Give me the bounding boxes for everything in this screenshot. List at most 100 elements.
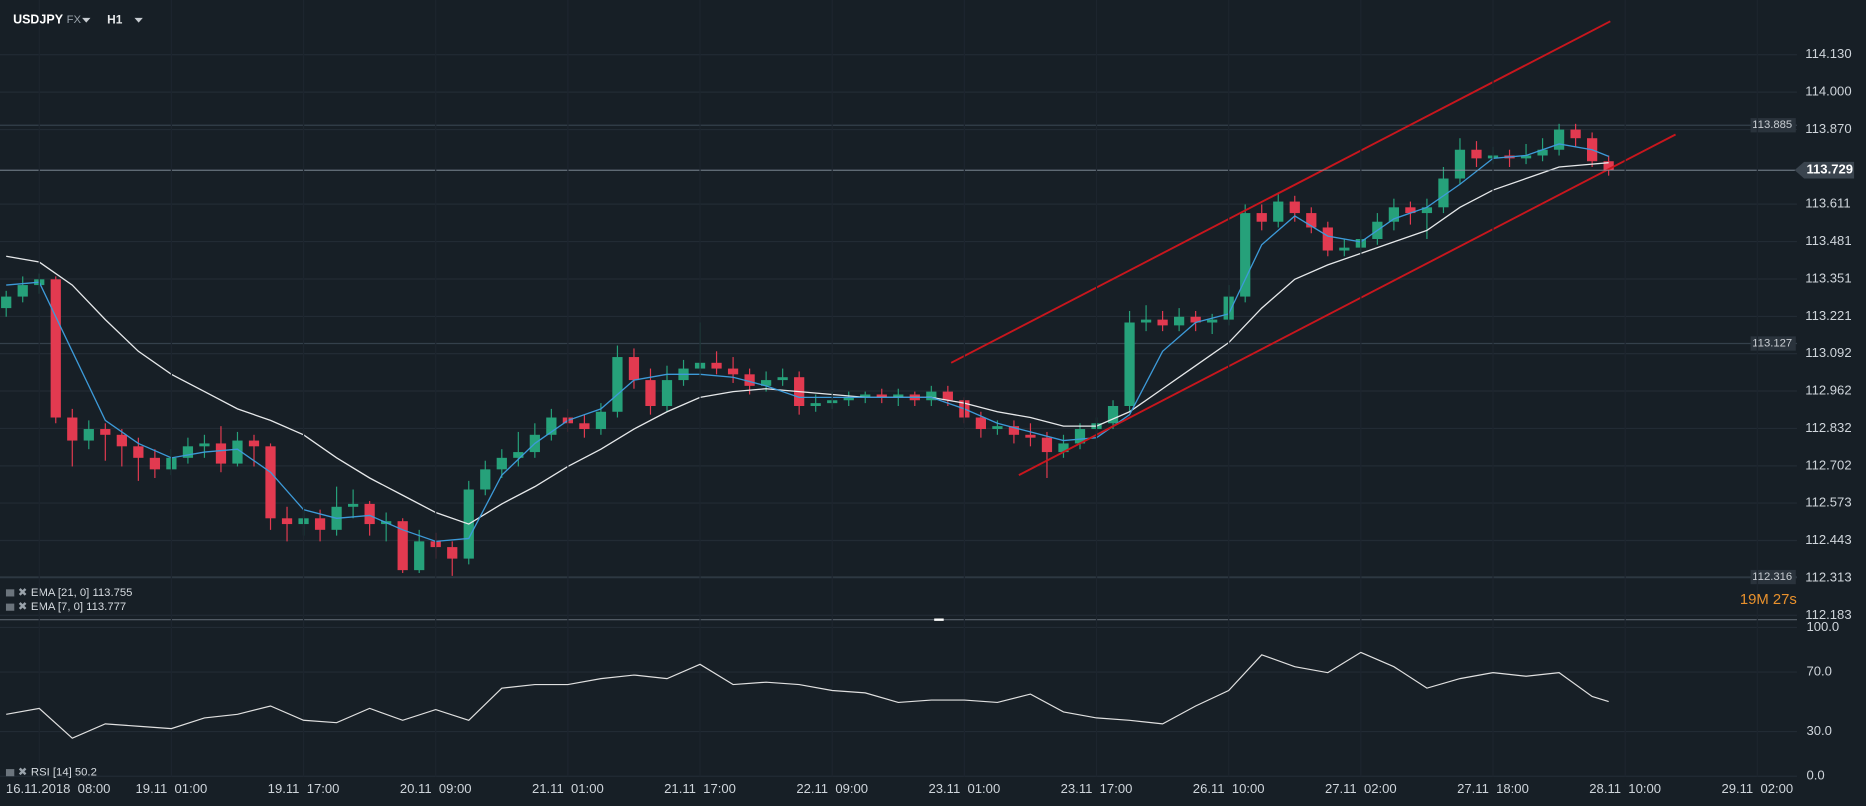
x-tick-label: 27.11 02:00: [1325, 781, 1397, 796]
ema-line: [6, 143, 1609, 543]
candle-body: [1603, 161, 1614, 171]
legend-icon[interactable]: [5, 589, 15, 597]
x-tick-label: 16.11.2018 08:00: [6, 781, 110, 796]
x-tick-label: 21.11 01:00: [532, 781, 604, 796]
y-tick-label: 114.130: [1805, 46, 1851, 61]
candle-body: [347, 503, 359, 507]
y-tick-label: 70.0: [1806, 664, 1831, 679]
candle-body: [100, 429, 111, 435]
x-tick-label: 29.11 02:00: [1721, 781, 1793, 796]
dropdown-caret[interactable]: [82, 17, 91, 23]
candle-body: [1273, 201, 1284, 222]
legend-entry: RSI [14] 50.2: [31, 767, 97, 779]
candle-body: [248, 440, 260, 447]
candle-body: [760, 380, 772, 386]
candle-body: [942, 391, 953, 401]
x-tick-label: 19.11 17:00: [268, 781, 340, 796]
legend-remove[interactable]: ✖: [18, 601, 27, 613]
legend-entry: EMA [21, 0] 113.755: [31, 587, 133, 599]
legend-icon[interactable]: [5, 603, 15, 611]
candle-body: [628, 357, 640, 381]
candle-body: [843, 397, 854, 401]
candle-body: [364, 503, 375, 525]
y-tick-label: 113.611: [1805, 196, 1850, 211]
candle-body: [480, 469, 491, 490]
trend-line[interactable]: [1018, 133, 1676, 476]
symbol[interactable]: USDJPY: [13, 13, 64, 27]
legend-remove[interactable]: ✖: [18, 587, 27, 599]
candle-body: [810, 403, 821, 407]
candle-body: [661, 380, 673, 407]
candle-body: [926, 391, 937, 401]
last-price-box: [1794, 161, 1855, 179]
candle-body: [1008, 426, 1020, 435]
candle-body: [513, 452, 524, 458]
candle-body: [777, 377, 788, 381]
legend-icon[interactable]: [5, 769, 15, 777]
candle-body: [1553, 129, 1565, 150]
candle-body: [1537, 149, 1548, 156]
candle-body: [975, 417, 987, 430]
y-tick-label: 112.832: [1805, 420, 1851, 435]
price-level-label: 113.127: [1752, 338, 1792, 350]
candle-body: [215, 443, 227, 464]
y-tick-label: 112.573: [1805, 494, 1851, 509]
x-tick-label: 23.11 01:00: [928, 781, 1000, 796]
x-tick-label: 26.11 10:00: [1193, 781, 1265, 796]
ema-line: [6, 162, 1609, 525]
legend-entry: EMA [7, 0] 113.777: [31, 601, 126, 613]
candle-body: [83, 429, 94, 441]
legend-remove[interactable]: ✖: [18, 767, 27, 779]
x-tick-label: 19.11 01:00: [136, 781, 208, 796]
candle-body: [17, 285, 28, 297]
price-level-label: 113.885: [1752, 119, 1792, 131]
candle-body: [992, 426, 1003, 430]
candle-body: [1570, 129, 1581, 139]
y-tick-label: 112.962: [1805, 382, 1851, 397]
candle-body: [1405, 207, 1416, 214]
y-tick-label: 113.481: [1805, 233, 1851, 248]
candle-body: [711, 362, 722, 369]
candle-body: [414, 541, 425, 571]
candle-body: [1107, 406, 1119, 424]
candle-body: [1388, 207, 1400, 222]
candle-body: [149, 457, 160, 470]
candle-body: [265, 446, 276, 519]
last-price-label: 113.729: [1806, 162, 1853, 177]
y-tick-label: 113.870: [1805, 121, 1851, 136]
candle-body: [1240, 213, 1251, 297]
x-tick-label: 27.11 18:00: [1457, 781, 1529, 796]
candle-countdown: 19M 27s: [1740, 592, 1797, 608]
x-tick-label: 23.11 17:00: [1061, 781, 1133, 796]
y-tick-label: 30.0: [1806, 723, 1831, 738]
candle-body: [1471, 149, 1482, 159]
y-tick-label: 114.000: [1805, 84, 1851, 99]
dropdown-caret[interactable]: [134, 17, 143, 23]
y-tick-label: 0.0: [1806, 768, 1824, 783]
candle-body: [1256, 213, 1267, 222]
candle-body: [727, 368, 739, 375]
candle-body: [133, 446, 144, 458]
candle-body: [50, 279, 61, 418]
y-tick-label: 113.221: [1805, 308, 1851, 323]
candle-body: [397, 521, 408, 571]
x-tick-label: 22.11 09:00: [796, 781, 868, 796]
candle-body: [281, 518, 293, 525]
candle-body: [1058, 443, 1069, 453]
candle-body: [116, 434, 127, 447]
candle-body: [447, 547, 458, 559]
market-selector[interactable]: FX: [67, 14, 82, 26]
price-level-box: [1750, 336, 1796, 351]
y-tick-label: 113.092: [1805, 345, 1851, 360]
candle-body: [1520, 155, 1532, 159]
candle-body: [1157, 319, 1168, 326]
candle-body: [1454, 149, 1466, 179]
candle-body: [1289, 201, 1300, 214]
candle-body: [232, 440, 243, 464]
candle-body: [67, 417, 78, 441]
trend-line[interactable]: [950, 20, 1611, 364]
y-tick-label: 112.702: [1805, 457, 1851, 472]
timeframe-selector[interactable]: H1: [107, 12, 123, 26]
